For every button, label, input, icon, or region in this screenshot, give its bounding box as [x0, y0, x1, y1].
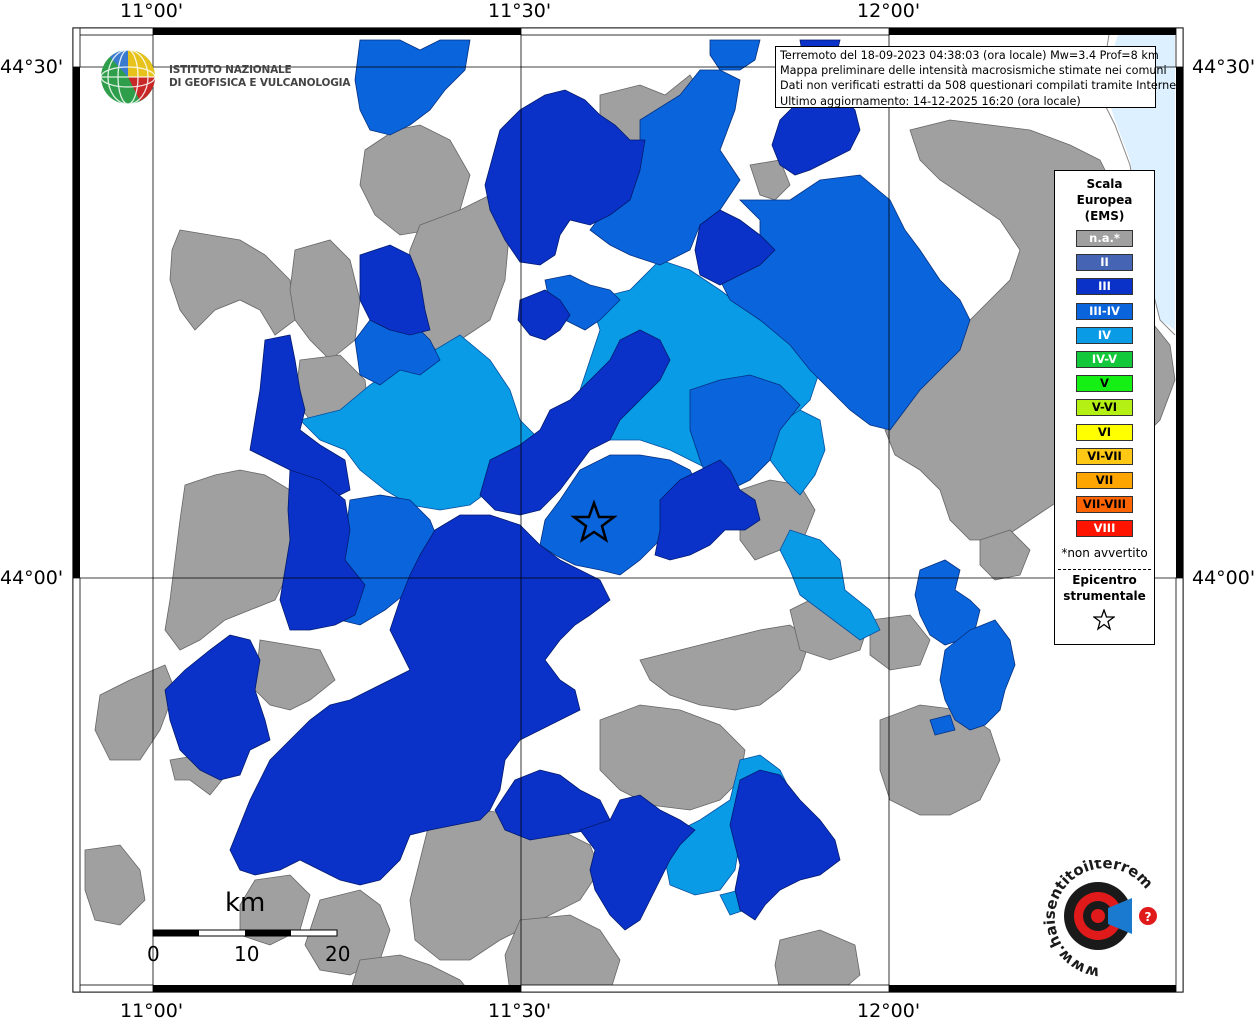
- legend-swatch-iii: III: [1076, 278, 1133, 296]
- legend-note: *non avvertito: [1061, 546, 1148, 560]
- hsit-logo-text: www.haisentitoilterremoto.it: [1040, 860, 1157, 980]
- ems-legend: Scala Europea (EMS) *non avvertito Epice…: [1054, 170, 1155, 645]
- event-info-box: Terremoto del 18-09-2023 04:38:03 (ora l…: [775, 46, 1185, 108]
- map-frame: [72, 27, 1184, 993]
- scale-tick-10: 10: [234, 942, 260, 966]
- hsit-logo-icon: ?: [1064, 882, 1157, 950]
- hsit-url: www.haisentitoilterremoto.it: [1040, 860, 1157, 980]
- legend-swatch-iii-iv: III-IV: [1076, 302, 1133, 320]
- legend-swatch-vi: VI: [1076, 423, 1133, 441]
- ingv-line2: DI GEOFISICA E VULCANOLOGIA: [169, 76, 351, 89]
- legend-title-line1: Scala: [1086, 177, 1123, 191]
- legend-swatch-iv-v: IV-V: [1076, 351, 1133, 368]
- legend-title: Scala Europea (EMS): [1055, 176, 1154, 224]
- lon-label-1200-bottom: 12°00': [857, 1000, 921, 1022]
- lon-label-1130-top: 11°30': [488, 0, 552, 22]
- legend-title-line3: (EMS): [1084, 209, 1125, 223]
- scale-bar: [152, 929, 338, 937]
- legend-swatch-n-a: n.a.*: [1076, 230, 1133, 247]
- scale-tick-0: 0: [147, 942, 160, 966]
- svg-text:www.haisentitoilterremoto.it: www.haisentitoilterremoto.it: [1040, 860, 1157, 980]
- legend-title-line2: Europea: [1076, 193, 1133, 207]
- lon-label-1100-bottom: 11°00': [120, 1000, 184, 1022]
- scale-unit: km: [225, 888, 266, 918]
- legend-swatch-viii: VIII: [1076, 520, 1133, 538]
- legend-swatch-vii-viii: VII-VIII: [1076, 496, 1133, 514]
- event-info-line3: Dati non verificati estratti da 508 ques…: [780, 79, 1185, 93]
- event-info-line4: Ultimo aggiornamento: 14-12-2025 16:20 (…: [780, 94, 1081, 108]
- lon-label-1200-top: 12°00': [857, 0, 921, 22]
- lon-label-1130-bottom: 11°30': [488, 1000, 552, 1022]
- municipalities-iii-iv: [329, 39, 1016, 736]
- scale-tick-20: 20: [325, 942, 351, 966]
- legend-separator: [1058, 569, 1151, 570]
- ingv-logo-icon: [100, 49, 156, 105]
- lat-label-4400-right: 44°00': [1192, 567, 1256, 589]
- lon-label-1100-top: 11°00': [120, 0, 184, 22]
- legend-epicentre-line1: Epicentro: [1072, 573, 1137, 587]
- lat-label-4430-left: 44°30': [0, 56, 64, 78]
- lat-label-4430-right: 44°30': [1192, 56, 1256, 78]
- legend-star-icon: [1093, 609, 1115, 631]
- legend-epicentre-line2: strumentale: [1063, 589, 1146, 603]
- epicentre-star: [570, 499, 618, 543]
- legend-swatch-vi-vii: VI-VII: [1076, 447, 1133, 465]
- event-info-line2: Mappa preliminare delle intensità macros…: [780, 64, 1167, 78]
- legend-swatch-vii: VII: [1076, 472, 1133, 489]
- lat-label-4400-left: 44°00': [0, 567, 64, 589]
- legend-swatch-v: V: [1076, 375, 1133, 393]
- legend-epicentre: Epicentro strumentale: [1055, 572, 1154, 604]
- legend-swatch-v-vi: V-VI: [1076, 399, 1133, 417]
- legend-swatch-iv: IV: [1076, 326, 1133, 344]
- event-info-line1: Terremoto del 18-09-2023 04:38:03 (ora l…: [780, 49, 1159, 62]
- svg-text:?: ?: [1145, 910, 1152, 924]
- ingv-name: ISTITUTO NAZIONALE DI GEOFISICA E VULCAN…: [169, 64, 350, 89]
- legend-swatch-ii: II: [1076, 254, 1133, 272]
- municipalities-iii: [164, 39, 861, 931]
- ingv-line1: ISTITUTO NAZIONALE: [169, 64, 292, 76]
